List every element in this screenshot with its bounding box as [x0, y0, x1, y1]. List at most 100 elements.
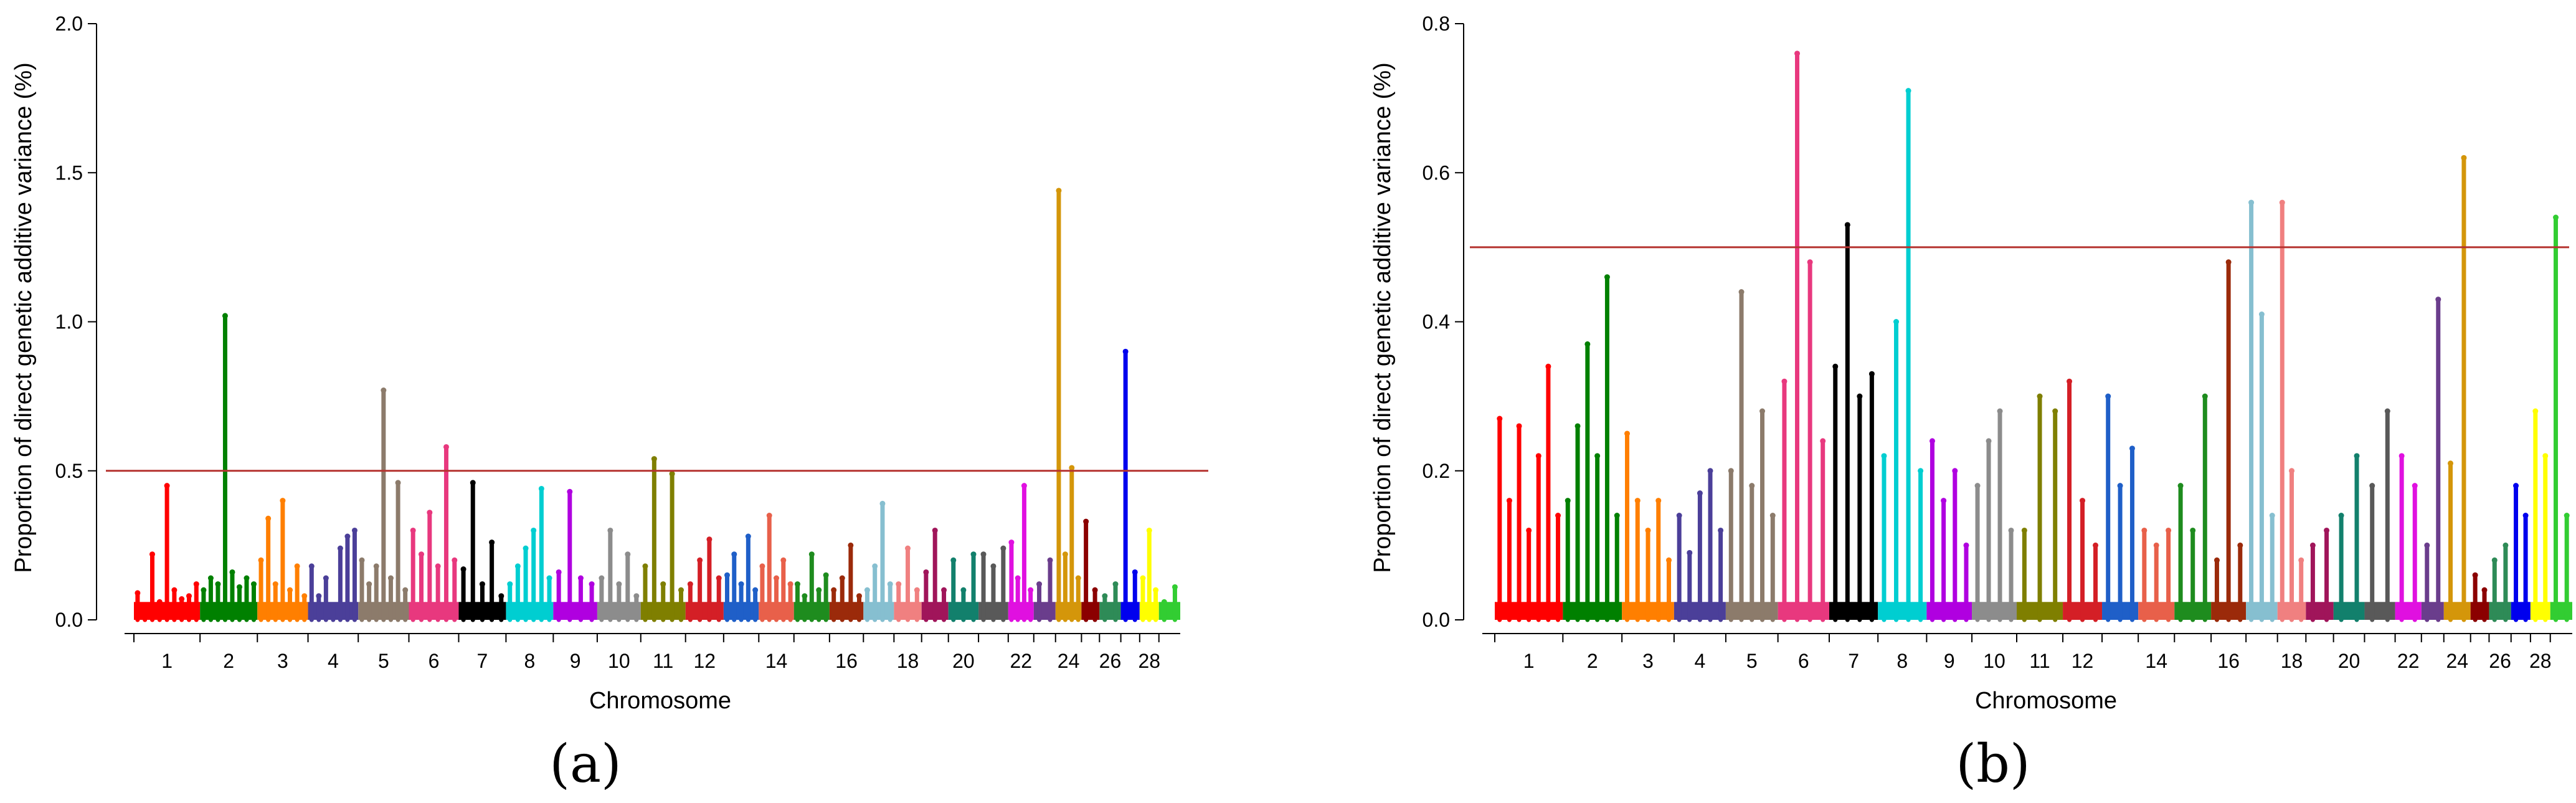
snp-peak-point: [2481, 587, 2488, 593]
panel-b-ylabel: Proportion of direct genetic additive va…: [1370, 62, 1396, 573]
snp-peak-point: [265, 515, 272, 521]
snp-peak-point: [887, 581, 893, 587]
snp-peak-point: [794, 581, 800, 587]
snp-peak-point: [507, 581, 513, 587]
chromosome-8-series: [506, 485, 554, 622]
snp-peak-point: [905, 545, 911, 551]
snp-peak-point: [470, 480, 476, 486]
baseline-points: [2333, 602, 2365, 620]
chromosome-14-series: [2138, 527, 2175, 622]
snp-peak-point: [207, 575, 214, 581]
snp-peak-point: [766, 513, 772, 519]
snp-peak-point: [856, 593, 862, 599]
snp-peak-point: [2177, 483, 2184, 489]
snp-peak-point: [599, 575, 605, 581]
panel-b-label: (b): [1956, 733, 2030, 794]
snp-peak-point: [443, 444, 449, 450]
x-tick-label: 18: [2281, 650, 2303, 672]
snp-peak-point: [301, 593, 308, 599]
snp-peak-point: [780, 557, 787, 563]
x-tick-label: 12: [693, 650, 716, 672]
snp-peak-point: [479, 581, 485, 587]
snp-peak-point: [2269, 513, 2275, 519]
snp-peak-point: [724, 572, 730, 578]
snp-peak-point: [142, 602, 148, 608]
snp-peak-point: [337, 545, 343, 551]
snp-peak-point: [2008, 527, 2014, 533]
baseline-points: [2489, 602, 2511, 620]
snp-peak-point: [2461, 154, 2467, 161]
chromosome-20-series: [948, 551, 979, 622]
snp-peak-point: [896, 581, 902, 587]
snp-peak-point: [808, 551, 815, 558]
chromosome-24-series: [1055, 188, 1082, 622]
snp-peak-point: [1021, 483, 1027, 489]
snp-peak-point: [1153, 587, 1159, 593]
snp-peak-point: [980, 551, 987, 558]
snp-peak-point: [864, 587, 870, 593]
snp-peak-point: [1794, 50, 1801, 57]
chromosome-15-series: [793, 551, 830, 622]
snp-peak-point: [1820, 438, 1826, 444]
snp-peak-point: [308, 563, 315, 569]
chromosome-4-series: [1674, 468, 1726, 622]
snp-peak-point: [2298, 557, 2304, 563]
snp-peak-point: [1624, 430, 1631, 437]
snp-peak-point: [2564, 513, 2570, 519]
chromosome-27-series: [1120, 348, 1140, 622]
snp-peak-point: [1749, 483, 1755, 489]
baseline-points: [409, 602, 459, 620]
chromosome-17-series: [863, 500, 894, 622]
snp-peak-point: [1140, 575, 1146, 581]
snp-peak-point: [2289, 468, 2295, 474]
x-tick-label: 10: [608, 650, 630, 672]
snp-peak-point: [1868, 371, 1875, 377]
snp-peak-point: [2237, 542, 2243, 548]
chromosome-20-series: [2333, 453, 2365, 622]
snp-peak-point: [607, 527, 613, 533]
snp-peak-point: [410, 527, 416, 533]
snp-peak-point: [351, 527, 358, 533]
snp-peak-point: [1000, 545, 1006, 551]
chromosome-29-series: [1158, 584, 1180, 622]
snp-peak-point: [1844, 222, 1850, 228]
snp-peak-point: [752, 587, 759, 593]
chromosome-3-series: [1622, 430, 1674, 622]
y-tick-label: 0.0: [55, 609, 83, 631]
snp-peak-point: [1963, 542, 1969, 548]
snp-peak-point: [387, 575, 394, 581]
snp-peak-point: [1008, 539, 1015, 546]
chromosome-5-series: [358, 387, 409, 622]
snp-peak-point: [970, 551, 977, 558]
snp-peak-point: [236, 584, 242, 590]
snp-peak-point: [787, 581, 793, 587]
chromosome-28-series: [1139, 527, 1159, 622]
chromosome-1-series: [134, 483, 201, 622]
snp-peak-point: [932, 527, 938, 533]
chromosome-7-series: [458, 480, 506, 622]
x-tick-label: 22: [1010, 650, 1033, 672]
snp-peak-point: [452, 557, 458, 563]
chromosome-24-series: [2443, 154, 2471, 622]
baseline-points: [2443, 602, 2471, 620]
chromosome-28-series: [2530, 408, 2550, 622]
snp-peak-point: [1545, 363, 1551, 369]
snp-peak-point: [1929, 438, 1935, 444]
chromosome-2-series: [1563, 274, 1622, 622]
x-tick-label: 4: [1694, 650, 1705, 672]
snp-peak-point: [546, 575, 552, 581]
x-tick-label: 3: [1642, 650, 1654, 672]
snp-peak-point: [359, 557, 365, 563]
snp-peak-point: [1941, 498, 1947, 504]
snp-peak-point: [1056, 188, 1062, 194]
snp-peak-point: [731, 551, 737, 558]
snp-peak-point: [839, 575, 845, 581]
y-tick-label: 0.5: [55, 460, 83, 482]
baseline-points: [506, 602, 554, 620]
snp-peak-point: [1893, 319, 1900, 325]
snp-peak-point: [538, 485, 544, 492]
snp-peak-point: [222, 313, 228, 319]
snp-peak-point: [2225, 259, 2232, 265]
snp-peak-point: [1506, 498, 1512, 504]
x-tick-label: 24: [1058, 650, 1080, 672]
